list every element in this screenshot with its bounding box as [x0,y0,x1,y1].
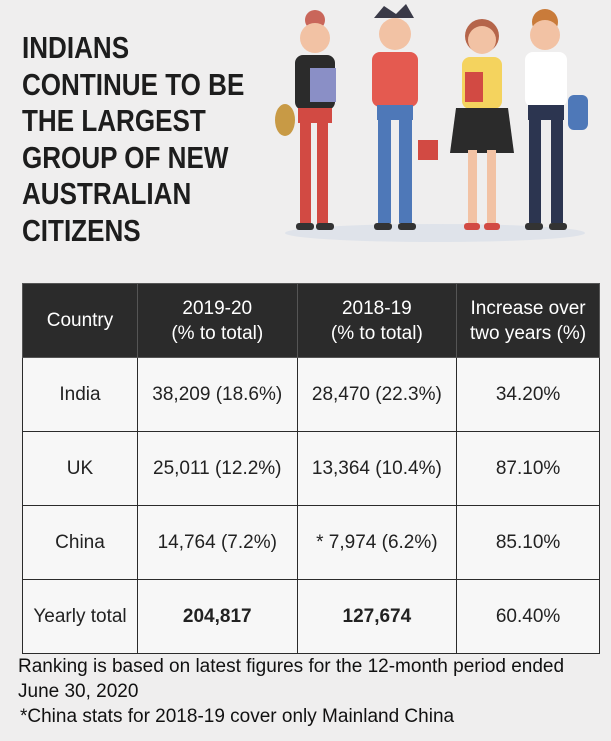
headline-line: INDIANS [22,30,130,65]
citizenship-table: Country 2019-20 (% to total) 2018-19 (% to t… [22,283,600,654]
header-text: 2018-19 [341,297,412,319]
table-cell: China [22,505,138,580]
table-cell: 14,764 (7.2%) [136,505,298,580]
header-cell: Country [22,283,138,358]
header-cell: 2019-20 (% to total) [136,283,298,358]
header-text: Increase over [470,297,586,319]
table-cell: UK [22,431,138,506]
header-cell: Increase over two years (%) [456,283,600,358]
table-cell: 85.10% [456,505,600,580]
table-cell: Yearly total [22,579,138,654]
table-cell: 38,209 (18.6%) [136,357,298,432]
table-cell: India [22,357,138,432]
table-cell: 25,011 (12.2%) [136,431,298,506]
headline: INDIANS CONTINUE TO BE THE LARGEST GROUP OF… [22,30,244,249]
table-row: China 14,764 (7.2%) * 7,974 (6.2%) 85.10% [22,505,600,580]
table-row: India 38,209 (18.6%) 28,470 (22.3%) 34.20% [22,357,600,432]
table-cell: 204,817 [136,579,298,654]
headline-line: THE LARGEST [22,103,206,138]
headline-line: CONTINUE TO BE [22,66,245,102]
notes: Ranking is based on latest figures for t… [18,654,578,729]
table-cell: 13,364 (10.4%) [296,431,458,506]
note: *China stats for 2018-19 cover only Main… [20,706,455,727]
table-cell: 28,470 (22.3%) [296,357,458,432]
table-row: UK 25,011 (12.2%) 13,364 (10.4%) 87.10% [22,431,600,506]
table-cell: 60.40% [456,579,600,654]
header-text: (% to total) [330,322,423,344]
table-cell: 34.20% [456,357,600,432]
table-cell: 127,674 [296,579,458,654]
headline-line: CITIZENS [22,212,141,248]
table-cell: * 7,974 (6.2%) [296,505,458,580]
header-text: two years (%) [470,322,587,344]
students-illustration [275,4,588,242]
table-cell: 87.10% [456,431,600,506]
header-text: 2019-20 [182,297,253,319]
headline-line: GROUP OF NEW [22,139,229,175]
header-cell: 2018-19 (% to total) [296,283,458,358]
header-text: Country [46,310,114,331]
note: Ranking is based on latest figures for t… [18,656,565,702]
headline-line: AUSTRALIAN [22,176,192,211]
header-text: (% to total) [171,322,264,344]
table-row: Yearly total 204,817 127,674 60.40% [22,579,600,654]
